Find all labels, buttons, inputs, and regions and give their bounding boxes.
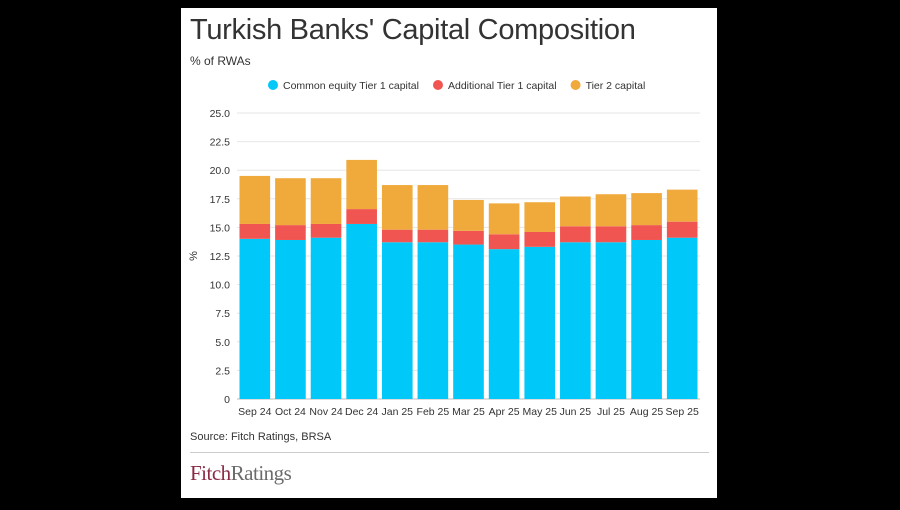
x-tick-label: Dec 24 [345,406,378,418]
bar-segment [310,223,342,238]
bar-segment [524,246,556,399]
bar-segment [560,226,591,243]
bar-segment [666,189,698,222]
bar-segment [310,237,342,399]
bar-segment [275,239,306,399]
bar-segment [453,244,484,399]
x-tick-label: Sep 25 [666,406,699,418]
x-tick-label: Mar 25 [452,406,485,418]
bar-segment [631,239,662,399]
bar-segment [524,231,556,247]
y-tick-label: 20.0 [210,165,231,177]
x-tick-label: Oct 24 [275,406,306,418]
bar-segment [310,178,342,224]
legend-label: Common equity Tier 1 capital [283,80,419,92]
x-tick-label: May 25 [523,406,558,418]
chart-legend: Common equity Tier 1 capital Additional T… [268,80,645,92]
bar-segment [595,242,627,399]
fitch-ratings-logo: FitchRatings [190,461,292,486]
bar-segment [631,193,662,226]
x-tick-label: Feb 25 [417,406,450,418]
bar-segment [560,196,591,227]
bar-segment [453,230,484,245]
y-tick-label: 12.5 [210,251,231,263]
bar-segment [417,185,449,230]
bar-segment [346,159,377,210]
bar-segment [381,229,413,243]
logo-part-a: Fitch [190,461,231,485]
bar-segment [417,242,449,399]
x-axis-ticks: Sep 24 Oct 24 Nov 24 Dec 24 Jan 25 Feb 25 Mar … [238,406,699,418]
y-tick-label: 10.0 [210,280,231,292]
legend-marker [432,80,443,90]
x-tick-label: Apr 25 [489,406,520,418]
legend-label: Tier 2 capital [586,80,646,92]
bar-segment [275,178,306,226]
y-tick-label: 22.5 [210,137,231,149]
x-tick-label: Nov 24 [309,406,342,418]
bar-segment [488,203,520,235]
bar-segment [488,234,520,250]
bar-segment [560,242,591,399]
divider [190,452,709,453]
y-tick-label: 0 [224,394,230,406]
y-tick-label: 17.5 [210,194,231,206]
bar-segment [239,175,271,224]
y-tick-label: 5.0 [215,337,230,349]
bar-segment [595,194,627,227]
bar-segment [666,237,698,399]
x-tick-label: Aug 25 [630,406,663,418]
x-tick-label: Jun 25 [560,406,592,418]
bar-segment [595,226,627,243]
x-tick-label: Sep 24 [238,406,271,418]
legend-marker [570,80,581,90]
bar-segment [275,225,306,240]
bar-segment [631,225,662,240]
bar-segment [346,209,377,224]
chart-title: Turkish Banks' Capital Composition [190,14,636,46]
y-tick-label: 25.0 [210,108,231,120]
logo-part-b: Ratings [230,461,292,485]
chart-subtitle: % of RWAs [190,54,251,68]
bar-segment [381,185,413,230]
bar-segment [524,202,556,232]
chart-bars [239,159,698,399]
legend-marker [268,80,278,90]
y-tick-label: 15.0 [210,222,231,234]
bar-segment [417,229,449,243]
y-tick-label: 7.5 [215,308,230,320]
chart-plot: Common equity Tier 1 capital Additional T… [188,80,700,418]
bar-segment [346,223,377,399]
y-tick-label: 2.5 [215,365,230,377]
chart-card: Turkish Banks' Capital Composition % of … [181,8,717,498]
bar-segment [488,249,520,399]
bar-segment [381,242,413,399]
x-tick-label: Jul 25 [597,406,625,418]
bar-segment [239,238,271,399]
x-tick-label: Jan 25 [382,406,414,418]
source-note: Source: Fitch Ratings, BRSA [190,431,332,443]
legend-label: Additional Tier 1 capital [448,80,557,92]
y-axis-label: % [188,251,200,261]
y-axis-ticks: 0 2.5 5.0 7.5 10.0 12.5 15.0 17.5 20.0 22.5 25.0 [210,108,231,406]
bar-segment [453,199,484,231]
bar-segment [666,221,698,238]
bar-segment [239,223,271,239]
